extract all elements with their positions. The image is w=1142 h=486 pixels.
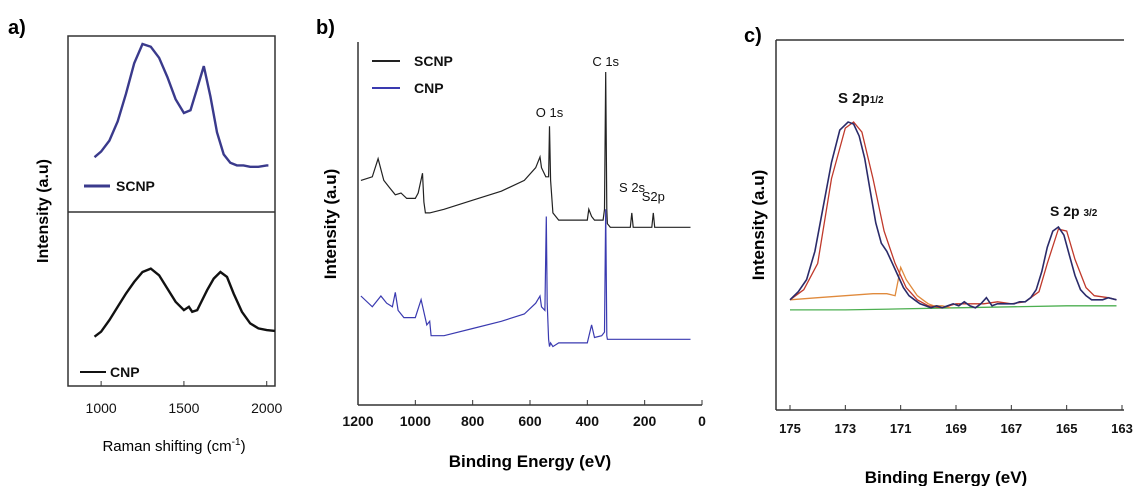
peak-annotation-s2p32: S 2p 3/2: [1050, 203, 1098, 219]
series-fit-line: [789, 121, 1117, 309]
peak-annotation: O 1s: [536, 105, 564, 120]
panel-c-ylabel: Intensity (a.u): [749, 170, 768, 281]
panel-b-tick-label: 200: [633, 413, 657, 429]
annotation-sub: 1/2: [870, 95, 884, 106]
peak-annotation-s2p12: S 2p1/2: [838, 90, 884, 107]
panel-a-label: a): [8, 17, 26, 39]
panel-c-tick-label: 175: [779, 421, 801, 436]
panel-a: a) SCNP CNP 1000 1500 2000 Intensity (a.u) R…: [8, 17, 283, 455]
panel-a-tick-label: 1000: [86, 400, 117, 416]
series-scnp-line: [93, 42, 269, 168]
panel-b-tick-label: 1200: [342, 413, 373, 429]
panel-b-tick-label: 800: [461, 413, 485, 429]
panel-c-tick-label: 167: [1000, 421, 1022, 436]
panel-c-tick-label: 165: [1056, 421, 1078, 436]
annotation-main: S 2p: [1050, 203, 1083, 219]
annotation-sub: 3/2: [1083, 208, 1097, 219]
panel-c-xlabel: Binding Energy (eV): [865, 468, 1027, 486]
series-data-line: [789, 121, 1117, 309]
annotation-main: S 2p: [838, 90, 870, 107]
panel-b-tick-label: 1000: [400, 413, 431, 429]
panel-b-ylabel: Intensity (a.u): [321, 169, 340, 280]
peak-annotation: S2p: [642, 189, 665, 204]
panel-c-tick-label: 169: [945, 421, 967, 436]
panel-a-frame: [67, 35, 276, 387]
panel-a-xlabel: Raman shifting (cm-1): [102, 437, 245, 455]
peak-annotation: C 1s: [592, 54, 619, 69]
panel-b-label: b): [316, 17, 335, 39]
panel-b-tick-label: 600: [518, 413, 542, 429]
panel-b-xlabel: Binding Energy (eV): [449, 452, 611, 471]
panel-c-tick-label: 163: [1111, 421, 1133, 436]
series-component-line: [789, 265, 951, 309]
panel-c-label: c): [744, 25, 762, 47]
series-cnp-line: [93, 267, 276, 338]
panel-c-tick-label: 171: [890, 421, 912, 436]
panel-a-ylabel: Intensity (a.u): [35, 159, 52, 263]
panel-a-tick-label: 2000: [251, 400, 282, 416]
legend-label-cnp: CNP: [110, 364, 140, 380]
panel-a-tick-label: 1500: [168, 400, 199, 416]
panel-c-tick-label: 173: [834, 421, 856, 436]
series-scnp-line: [360, 71, 691, 228]
legend-label-scnp: SCNP: [414, 53, 453, 69]
panel-a-plot: SCNP CNP 1000 1500 2000: [80, 42, 283, 416]
peak-annotation: S 2s: [619, 180, 646, 195]
legend-label-cnp: CNP: [414, 80, 444, 96]
legend-label-scnp: SCNP: [116, 178, 155, 194]
series-baseline-line: [790, 305, 1117, 311]
panel-b-tick-label: 0: [698, 413, 706, 429]
panel-b-tick-label: 400: [576, 413, 600, 429]
series-cnp-line: [360, 209, 691, 348]
